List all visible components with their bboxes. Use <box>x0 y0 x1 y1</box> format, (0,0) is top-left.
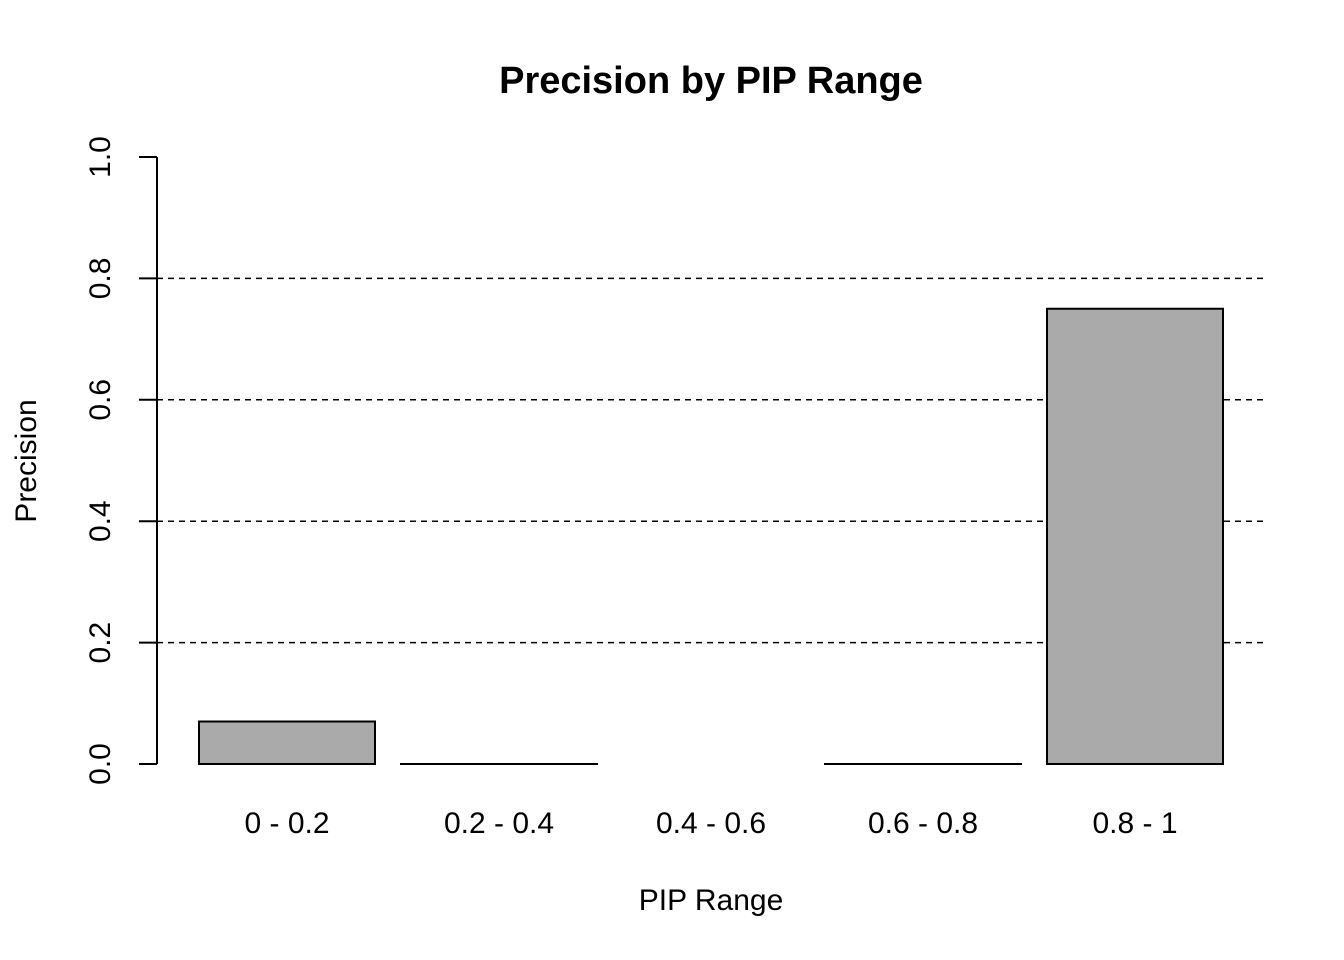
y-tick-label: 1.0 <box>84 136 117 178</box>
x-tick-label: 0.2 - 0.4 <box>444 807 554 840</box>
y-tick-label: 0.6 <box>84 379 117 421</box>
chart-title: Precision by PIP Range <box>499 60 923 102</box>
y-tick-label: 0.0 <box>84 743 117 785</box>
bars <box>198 307 1224 766</box>
x-axis-label: PIP Range <box>639 884 784 917</box>
y-tick-label: 0.2 <box>84 622 117 664</box>
y-axis: 0.0 0.2 0.4 0.6 0.8 1.0 <box>84 136 158 785</box>
gridlines <box>157 277 1264 644</box>
x-tick-label: 0.6 - 0.8 <box>868 807 978 840</box>
x-tick-label: 0.8 - 1 <box>1092 807 1177 840</box>
y-axis-label: Precision <box>10 399 43 522</box>
y-tick-label: 0.8 <box>84 258 117 300</box>
x-tick-label: 0 - 0.2 <box>244 807 329 840</box>
bar <box>1046 307 1224 765</box>
x-tick-labels: 0 - 0.2 0.2 - 0.4 0.4 - 0.6 0.6 - 0.8 0.8 - … <box>244 807 1177 840</box>
y-tick-label: 0.4 <box>84 500 117 542</box>
bar <box>198 720 376 766</box>
x-tick-label: 0.4 - 0.6 <box>656 807 766 840</box>
